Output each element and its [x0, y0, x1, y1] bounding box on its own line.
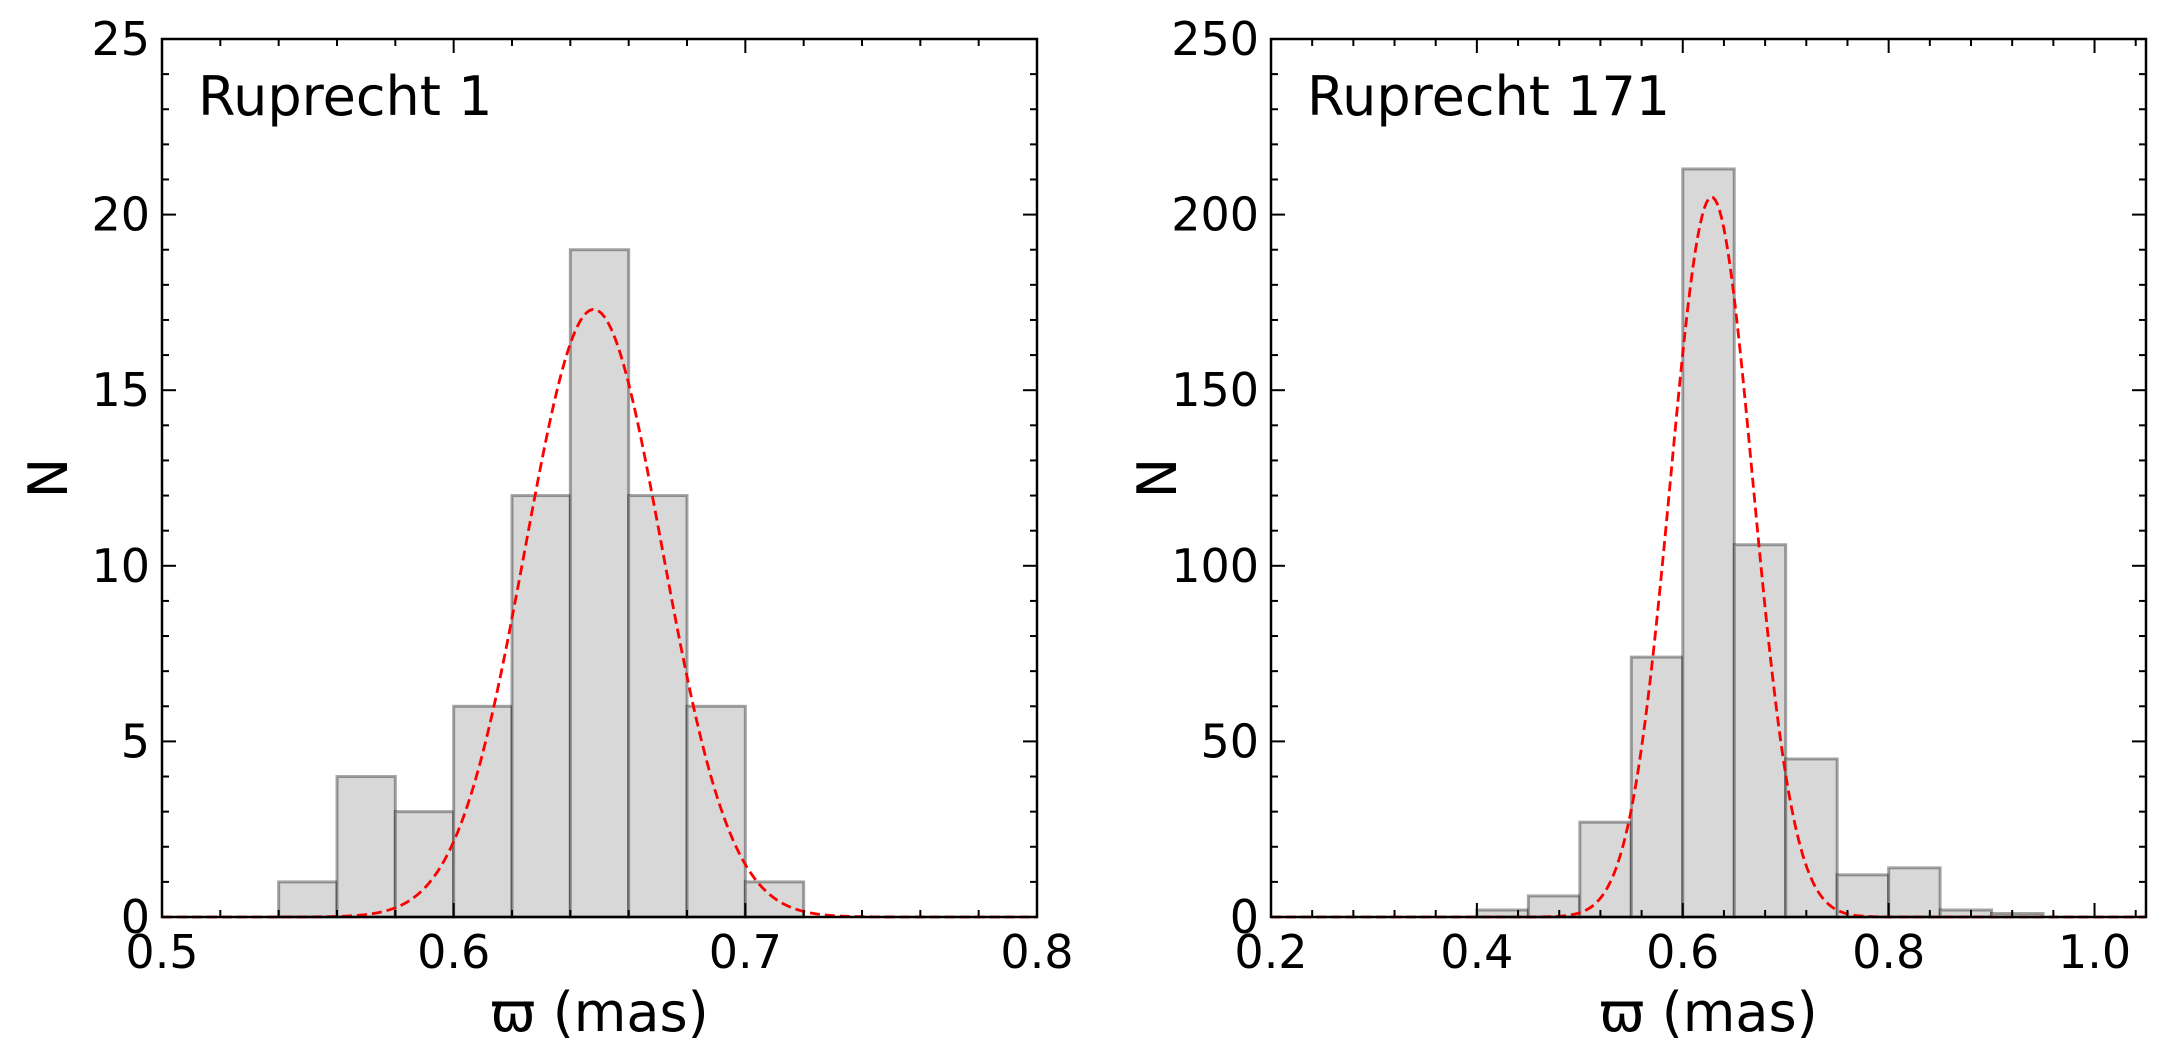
x-tick-label: 0.6: [1646, 925, 1719, 979]
x-axis-title: ϖ (mas): [490, 981, 708, 1044]
y-tick-label: 5: [121, 714, 150, 768]
histogram-bar: [568, 248, 631, 919]
histogram-bar: [510, 494, 572, 919]
histogram-bar: [1629, 655, 1685, 919]
x-tick-label: 0.7: [709, 925, 782, 979]
histogram-bar: [1835, 873, 1891, 919]
axes-frame: [1269, 37, 2148, 919]
histogram-bar: [1732, 543, 1788, 919]
panel-label: Ruprecht 1: [198, 65, 492, 128]
x-tick-label: 0.6: [417, 925, 490, 979]
panel-ruprecht-1: 0.5 0.6 0.7 0.8 0 5 10 15 20 25 ϖ (mas) N Ruprecht 1: [17, 12, 1074, 1044]
x-tick-label: 0.5: [125, 925, 198, 979]
axes-frame: [160, 37, 1039, 919]
histogram-bar: [1784, 757, 1839, 919]
x-axis-title: ϖ (mas): [1599, 981, 1817, 1044]
histogram-bar: [1681, 167, 1736, 919]
y-tick-label: 0: [1230, 890, 1259, 944]
histogram-bar: [1887, 866, 1942, 919]
histogram-bar: [685, 704, 747, 919]
panel-ruprecht-171: 0.2 0.4 0.6 0.8 1.0 0 50 100 150 200 250 ϖ (mas) N Ru…: [1126, 12, 2148, 1044]
histogram-bar: [627, 494, 689, 919]
x-tick-label: 0.8: [1000, 925, 1073, 979]
x-tick-label: 0.2: [1234, 925, 1307, 979]
y-tick-label: 25: [91, 12, 150, 66]
y-tick-label: 250: [1171, 12, 1259, 66]
y-tick-label: 50: [1200, 714, 1259, 768]
panel-label: Ruprecht 171: [1307, 65, 1670, 128]
histogram-bar: [393, 810, 456, 919]
x-tick-label: 1.0: [2058, 925, 2131, 979]
y-tick-label: 10: [91, 539, 150, 593]
x-tick-label: 0.8: [1852, 925, 1925, 979]
y-tick-label: 0: [121, 890, 150, 944]
histogram-bar: [277, 880, 339, 919]
histogram-bar: [452, 704, 514, 919]
y-tick-label: 150: [1171, 363, 1259, 417]
y-tick-label: 200: [1171, 188, 1259, 242]
histogram-bar: [335, 775, 397, 919]
x-tick-label: 0.4: [1440, 925, 1513, 979]
y-tick-label: 15: [91, 363, 150, 417]
y-tick-label: 20: [91, 188, 150, 242]
y-axis-title: N: [1126, 458, 1189, 498]
histogram-bar: [1578, 820, 1633, 919]
y-tick-label: 100: [1171, 539, 1259, 593]
y-axis-title: N: [17, 458, 80, 498]
